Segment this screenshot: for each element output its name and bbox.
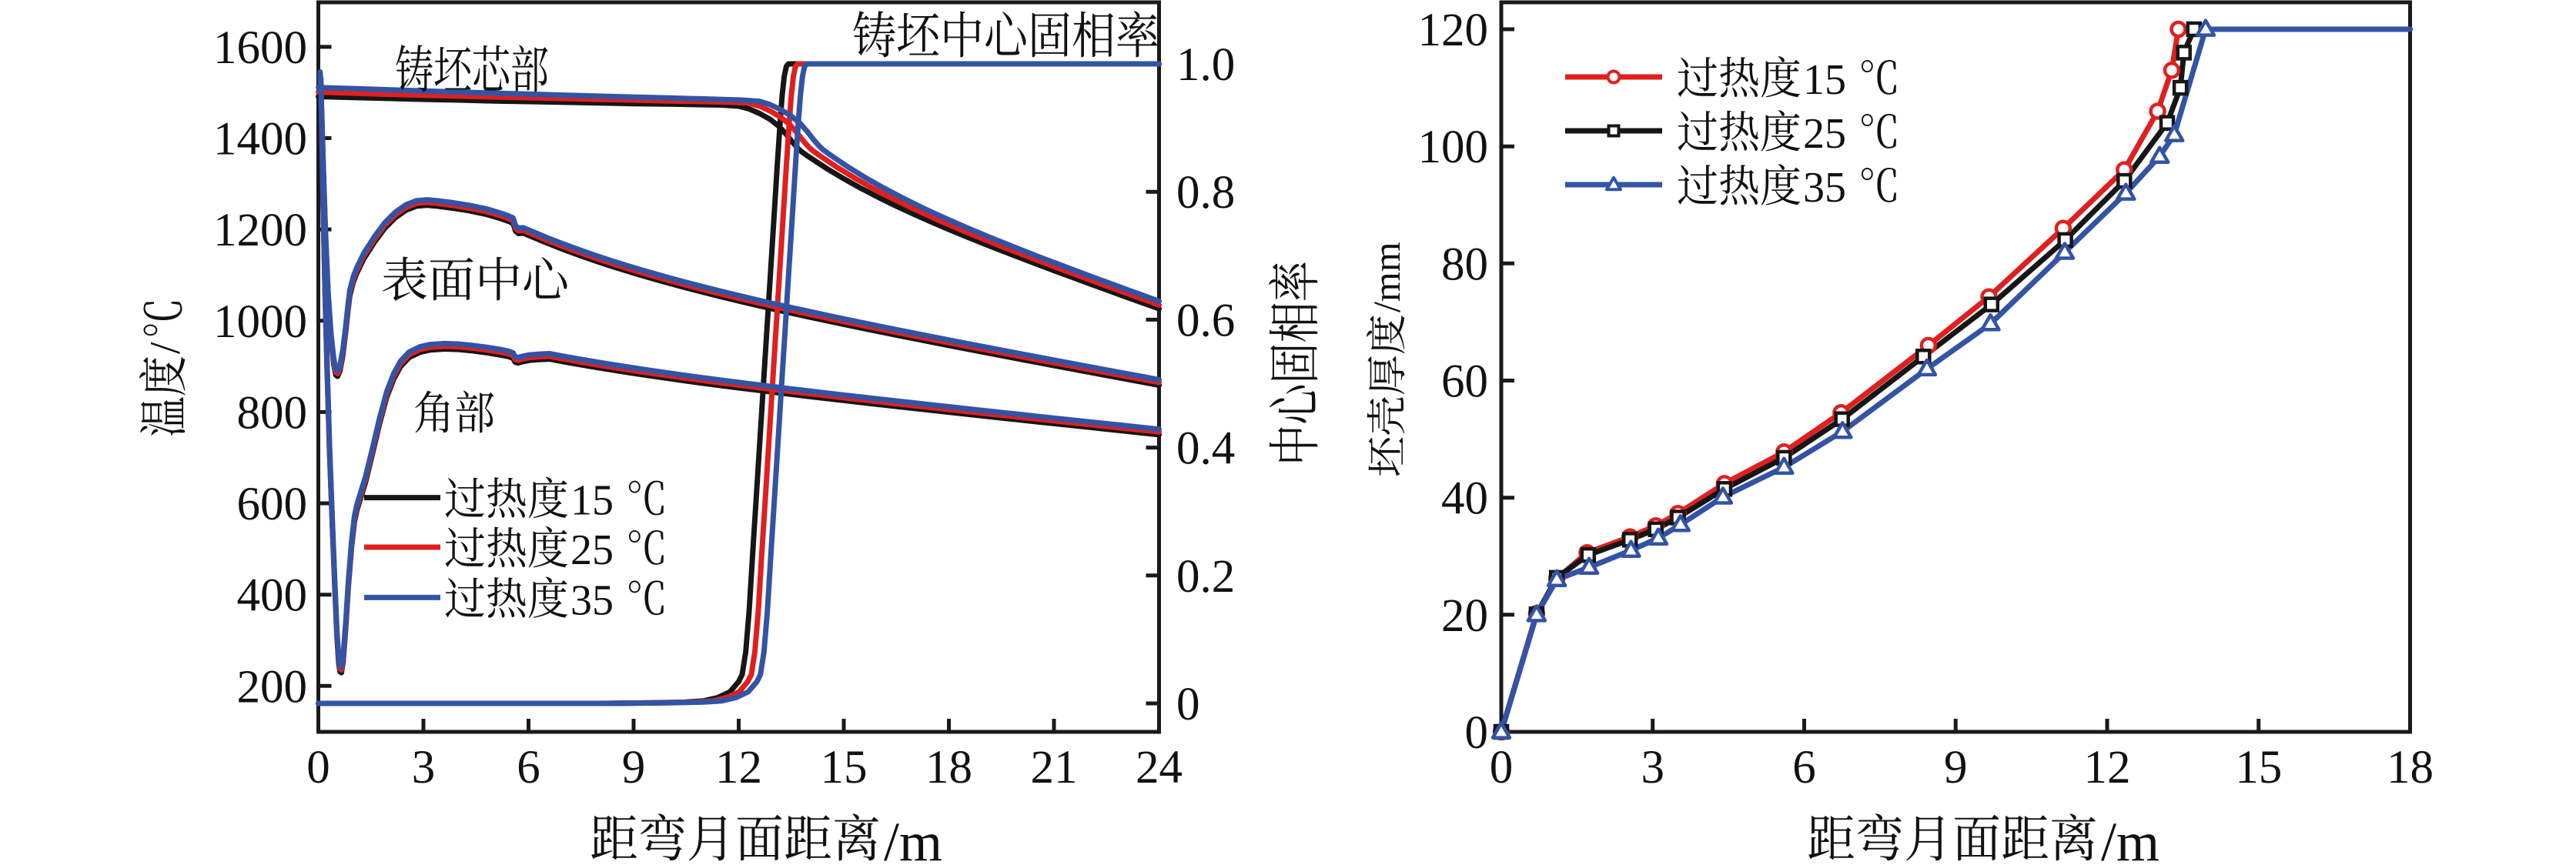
svg-text:400: 400 <box>237 570 308 622</box>
svg-text:18: 18 <box>2387 742 2434 793</box>
svg-text:15: 15 <box>821 742 868 793</box>
svg-text:15: 15 <box>2235 742 2282 793</box>
svg-text:0.6: 0.6 <box>1176 295 1235 346</box>
svg-text:25: 25 <box>570 526 614 574</box>
svg-text:40: 40 <box>1441 473 1488 525</box>
svg-text:3: 3 <box>412 742 436 793</box>
svg-text:1000: 1000 <box>213 296 307 348</box>
svg-text:24: 24 <box>1136 742 1183 793</box>
svg-text:15: 15 <box>570 477 614 525</box>
svg-text:/m: /m <box>2101 811 2159 865</box>
svg-text:6: 6 <box>517 742 540 793</box>
svg-text:0.4: 0.4 <box>1176 423 1235 475</box>
svg-text:80: 80 <box>1441 239 1488 290</box>
svg-text:0.8: 0.8 <box>1176 167 1235 219</box>
svg-text:6: 6 <box>1792 742 1816 793</box>
svg-text:21: 21 <box>1031 742 1078 793</box>
svg-text:9: 9 <box>1944 742 1968 793</box>
svg-text:/: / <box>142 342 189 354</box>
svg-text:0: 0 <box>1176 679 1200 730</box>
svg-text:800: 800 <box>237 387 308 439</box>
svg-text:0: 0 <box>1490 742 1514 793</box>
svg-text:1.0: 1.0 <box>1176 39 1235 91</box>
svg-text:/mm: /mm <box>1365 242 1408 312</box>
svg-text:20: 20 <box>1441 590 1488 642</box>
svg-text:1200: 1200 <box>213 205 307 256</box>
svg-text:200: 200 <box>237 661 308 713</box>
svg-text:100: 100 <box>1418 122 1489 173</box>
svg-text:600: 600 <box>237 479 308 530</box>
svg-text:15: 15 <box>1803 56 1846 104</box>
svg-text:25: 25 <box>1803 110 1846 158</box>
svg-text:0.2: 0.2 <box>1176 551 1235 603</box>
svg-text:60: 60 <box>1441 356 1488 408</box>
svg-text:3: 3 <box>1641 742 1664 793</box>
svg-text:12: 12 <box>2084 742 2131 793</box>
svg-text:9: 9 <box>622 742 646 793</box>
svg-text:18: 18 <box>925 742 972 793</box>
svg-text:1600: 1600 <box>213 22 307 74</box>
svg-text:1400: 1400 <box>213 114 307 165</box>
svg-text:0: 0 <box>306 742 330 793</box>
svg-text:120: 120 <box>1418 5 1489 56</box>
svg-text:/m: /m <box>884 811 942 865</box>
svg-text:0: 0 <box>1465 707 1489 759</box>
svg-text:35: 35 <box>570 576 614 624</box>
svg-text:12: 12 <box>715 742 762 793</box>
svg-text:35: 35 <box>1803 164 1846 212</box>
